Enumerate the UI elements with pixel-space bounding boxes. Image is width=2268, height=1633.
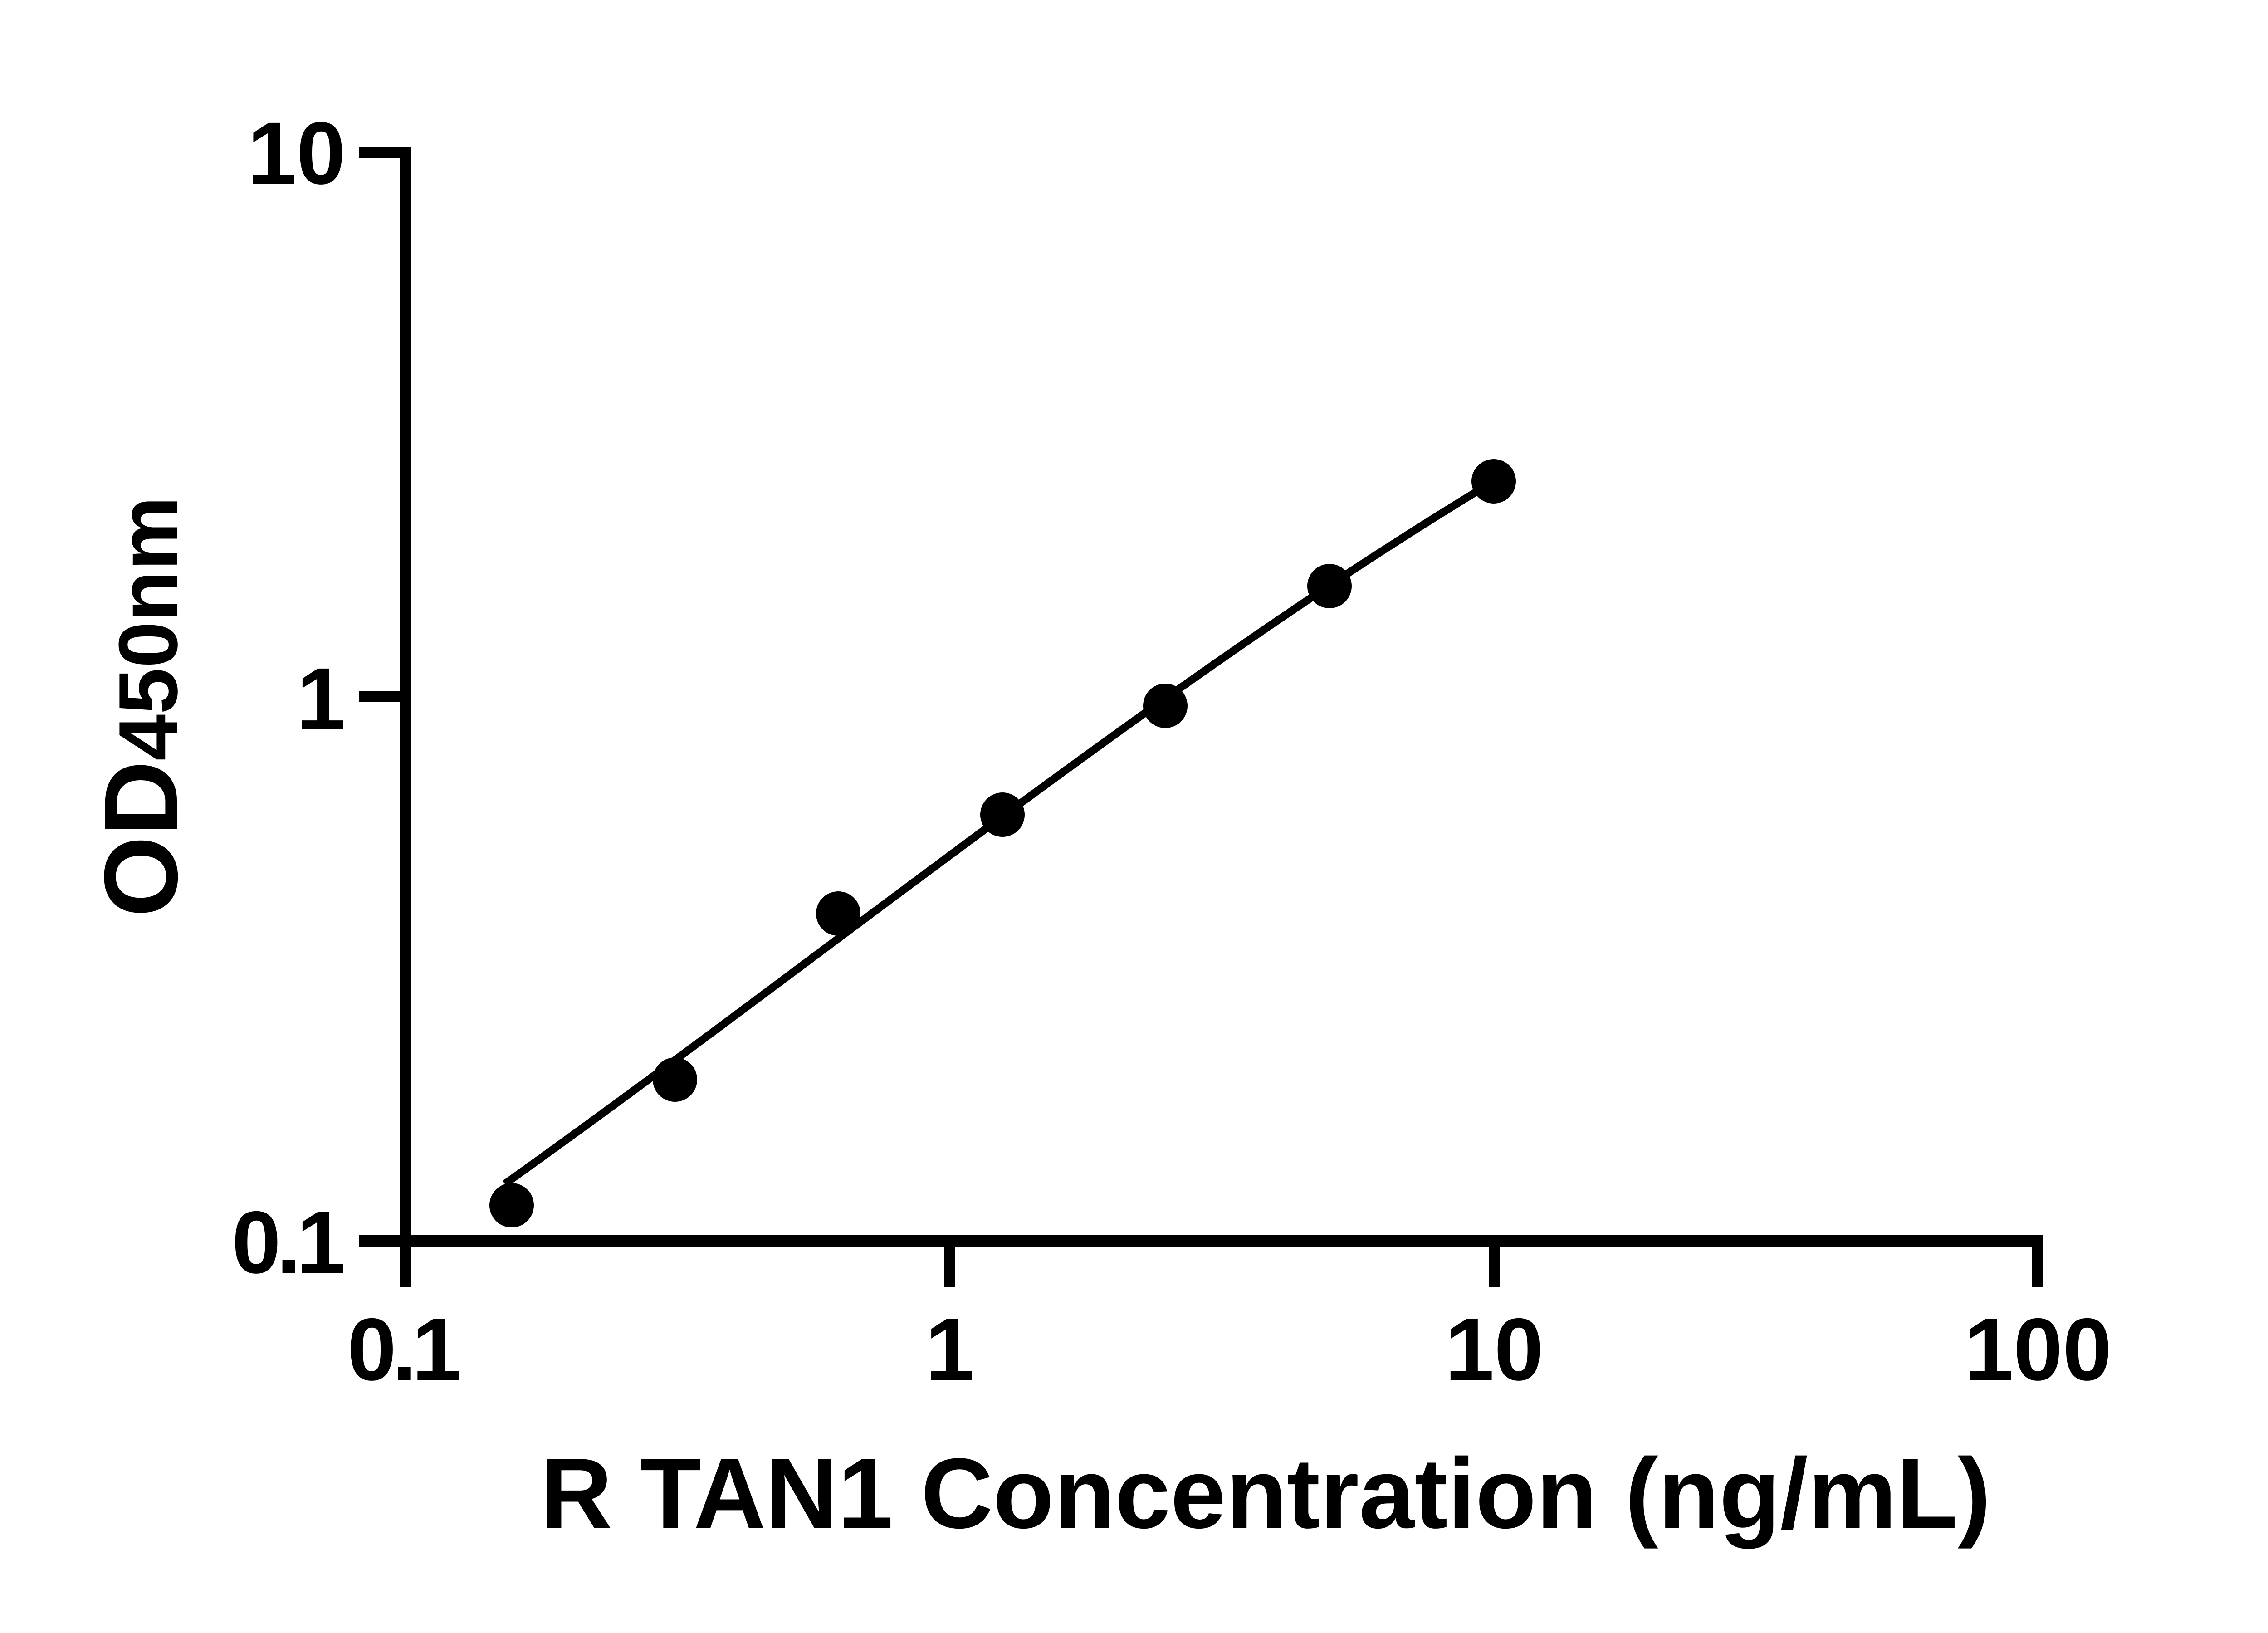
svg-text:10: 10: [1445, 1300, 1544, 1399]
svg-text:10: 10: [247, 104, 346, 203]
svg-text:1: 1: [297, 650, 346, 748]
svg-text:100: 100: [1964, 1300, 2112, 1399]
svg-text:0.1: 0.1: [347, 1300, 459, 1399]
svg-text:OD450nm: OD450nm: [83, 496, 199, 917]
svg-text:R TAN1 Concentration (ng/mL): R TAN1 Concentration (ng/mL): [540, 1437, 1991, 1549]
svg-text:1: 1: [925, 1300, 974, 1399]
svg-text:0.1: 0.1: [232, 1193, 344, 1292]
